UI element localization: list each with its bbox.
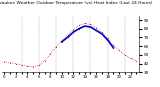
Text: Milwaukee Weather Outdoor Temperature (vs) Heat Index (Last 24 Hours): Milwaukee Weather Outdoor Temperature (v… bbox=[0, 1, 152, 5]
